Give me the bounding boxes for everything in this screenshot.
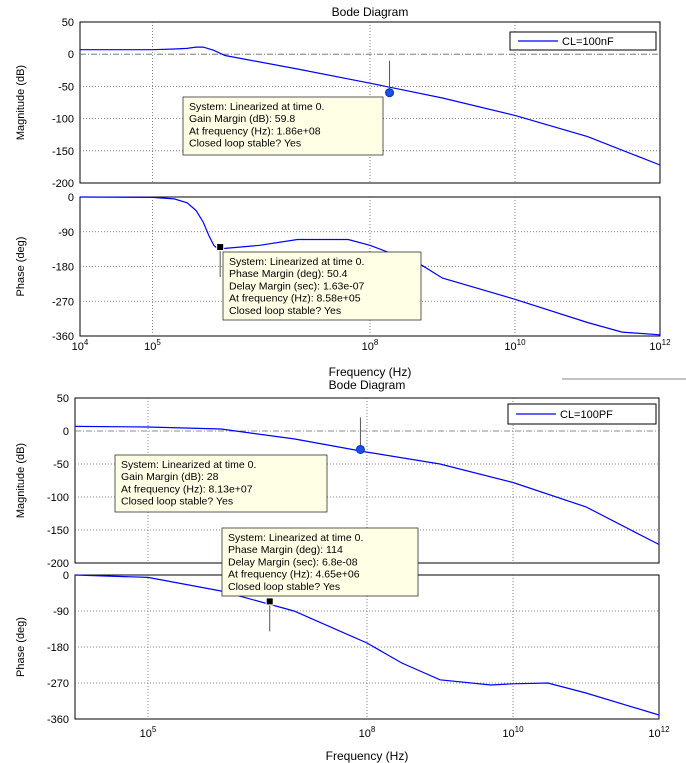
legend-box	[509, 31, 657, 51]
x-tick-label: 108	[359, 725, 376, 740]
magnitude-datatip: System: Linearized at time 0.Gain Margin…	[114, 454, 328, 513]
phase-y-tick-label: -90	[58, 227, 74, 239]
phase-y-axis-label: Phase (deg)	[15, 617, 27, 677]
datatip-line: System: Linearized at time 0.	[121, 459, 256, 471]
phase-margin-marker	[265, 597, 274, 606]
magnitude-y-tick-label: -200	[47, 558, 69, 570]
bode-diagram-2: Bode Diagram 50 0 -50 -100 -150 -200 Magnitude …	[15, 378, 670, 763]
magnitude-series-line	[74, 425, 660, 546]
magnitude-series-line	[80, 46, 661, 166]
x-tick-label: 1010	[502, 725, 524, 740]
magnitude-y-tick-label: -100	[52, 114, 74, 126]
magnitude-y-tick-label: 50	[57, 393, 69, 405]
magnitude-y-tick-label: 0	[63, 426, 69, 438]
phase-panel: 0 -90 -180 -270 -360 Phase (deg) System: Linea…	[15, 527, 660, 726]
phase-datatip: System: Linearized at time 0.Phase Margi…	[221, 527, 419, 597]
datatip-line: Gain Margin (dB): 59.8	[189, 113, 295, 125]
magnitude-datatip: System: Linearized at time 0.Gain Margin…	[182, 96, 384, 156]
legend: CL=100nF	[509, 31, 657, 51]
magnitude-y-axis-label: Magnitude (dB)	[15, 65, 27, 140]
x-tick-label: 1012	[648, 725, 670, 740]
datatip-box	[114, 454, 328, 513]
datatip-line: Phase Margin (deg): 50.4	[229, 268, 348, 280]
datatip-box	[182, 96, 384, 156]
x-tick-label: 105	[144, 338, 161, 353]
datatip-line: Closed loop stable? Yes	[189, 138, 301, 150]
datatip-box	[222, 251, 422, 321]
phase-y-tick-label: -90	[53, 606, 69, 618]
phase-y-tick-label: -180	[52, 262, 74, 274]
bode-diagram-1: Bode Diagram 50 0 -50 -100 -150 -200 Magnitude …	[15, 5, 671, 379]
datatip-line: Delay Margin (sec): 1.63e-07	[229, 280, 365, 292]
phase-series-line	[74, 574, 660, 716]
magnitude-margin-marker	[355, 444, 365, 454]
phase-margin-marker	[216, 243, 225, 252]
x-tick-label: 104	[72, 338, 89, 353]
x-tick-label: 105	[140, 725, 157, 740]
magnitude-y-tick-label: 0	[68, 49, 74, 61]
chart-title: Bode Diagram	[329, 378, 406, 392]
datatip-line: At frequency (Hz): 4.65e+06	[228, 569, 360, 581]
datatip-line: System: Linearized at time 0.	[228, 532, 363, 544]
phase-y-tick-label: -180	[47, 642, 69, 654]
magnitude-y-tick-label: 50	[62, 17, 74, 29]
phase-y-tick-label: -360	[47, 714, 69, 726]
datatip-line: At frequency (Hz): 8.58e+05	[229, 293, 361, 305]
datatip-line: At frequency (Hz): 1.86e+08	[189, 125, 321, 137]
phase-y-axis-label: Phase (deg)	[15, 237, 27, 297]
legend-label: CL=100PF	[560, 409, 613, 421]
datatip-line: Phase Margin (deg): 114	[228, 544, 343, 556]
datatip-line: Closed loop stable? Yes	[228, 581, 340, 593]
datatip-line: Closed loop stable? Yes	[121, 496, 233, 508]
x-axis-label: Frequency (Hz)	[326, 749, 409, 763]
phase-series-line	[79, 196, 661, 336]
magnitude-y-tick-label: -200	[52, 178, 74, 190]
legend-box	[507, 403, 657, 425]
magnitude-y-tick-label: -50	[53, 459, 69, 471]
magnitude-margin-marker	[385, 88, 395, 98]
x-tick-label: 1012	[649, 338, 671, 353]
phase-y-tick-label: -270	[52, 296, 74, 308]
phase-y-tick-label: 0	[68, 192, 74, 204]
datatip-line: System: Linearized at time 0.	[229, 256, 364, 268]
datatip-box	[221, 527, 419, 597]
phase-datatip: System: Linearized at time 0.Phase Margi…	[222, 251, 422, 321]
phase-panel: 0 -90 -180 -270 -360 Phase (deg) System: Linea…	[15, 192, 661, 343]
magnitude-y-tick-label: -150	[47, 525, 69, 537]
phase-y-tick-label: 0	[63, 570, 69, 582]
legend: CL=100PF	[507, 403, 657, 425]
phase-y-tick-label: -270	[47, 678, 69, 690]
magnitude-y-tick-label: -150	[52, 146, 74, 158]
magnitude-y-axis-label: Magnitude (dB)	[15, 443, 27, 518]
datatip-line: Closed loop stable? Yes	[229, 305, 341, 317]
legend-label: CL=100nF	[562, 36, 614, 48]
phase-y-tick-label: -360	[52, 331, 74, 343]
x-tick-label: 1010	[504, 338, 526, 353]
x-tick-label: 108	[362, 338, 379, 353]
x-axis-label: Frequency (Hz)	[329, 365, 412, 379]
magnitude-y-tick-label: -50	[58, 81, 74, 93]
datatip-line: Delay Margin (sec): 6.8e-08	[228, 556, 358, 568]
datatip-line: At frequency (Hz): 8.13e+07	[121, 483, 253, 495]
chart-title: Bode Diagram	[332, 5, 409, 19]
magnitude-y-tick-label: -100	[47, 492, 69, 504]
datatip-line: System: Linearized at time 0.	[189, 101, 324, 113]
datatip-line: Gain Margin (dB): 28	[121, 471, 219, 483]
